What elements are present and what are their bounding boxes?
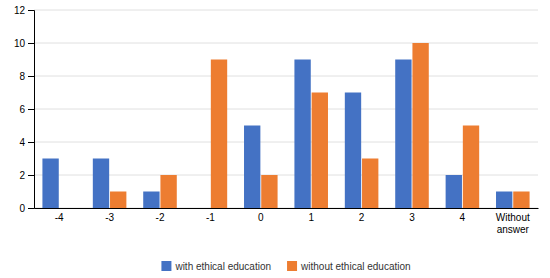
x-tick-label: Withoutanswer bbox=[496, 212, 530, 235]
x-axis-line bbox=[35, 208, 539, 209]
bar bbox=[312, 93, 328, 209]
y-tick-label: 8 bbox=[19, 71, 25, 82]
x-tick: 1 bbox=[308, 212, 314, 223]
y-tick: 6 bbox=[19, 104, 34, 115]
x-tick-label: 0 bbox=[258, 212, 264, 223]
y-tick-mark bbox=[28, 142, 34, 143]
bar bbox=[412, 43, 428, 208]
bar bbox=[463, 126, 479, 209]
y-axis-line bbox=[28, 11, 35, 209]
x-tick-label-line: answer bbox=[497, 224, 530, 235]
y-tick: 2 bbox=[19, 170, 34, 181]
y-tick-label: 0 bbox=[19, 203, 25, 214]
x-tick: -4 bbox=[55, 212, 64, 223]
bar bbox=[345, 93, 361, 209]
x-tick: -3 bbox=[105, 212, 114, 223]
x-tick: 3 bbox=[409, 212, 415, 223]
x-tick: -1 bbox=[206, 212, 215, 223]
grid-line bbox=[34, 109, 538, 110]
x-tick-label: 3 bbox=[409, 212, 415, 223]
y-tick-mark bbox=[28, 76, 34, 77]
x-tick-label: 2 bbox=[359, 212, 365, 223]
bar bbox=[261, 175, 277, 208]
x-tick-label: -4 bbox=[55, 212, 64, 223]
x-tick-label: 1 bbox=[308, 212, 314, 223]
bar bbox=[160, 175, 176, 208]
y-tick-label: 2 bbox=[19, 170, 25, 181]
grid bbox=[34, 10, 538, 208]
y-tick: 0 bbox=[19, 203, 34, 214]
bar bbox=[211, 60, 227, 209]
y-tick: 4 bbox=[19, 137, 34, 148]
y-tick-mark bbox=[28, 10, 34, 11]
x-axis: -4 -3 -2 -1 0 1 2 3 4 Withoutanswer bbox=[35, 209, 539, 235]
x-tick-label-line: Without bbox=[496, 212, 530, 223]
y-tick: 10 bbox=[14, 38, 34, 49]
grid-line bbox=[34, 10, 538, 11]
bar-series bbox=[42, 60, 512, 209]
bar bbox=[60, 208, 76, 209]
y-tick-mark bbox=[28, 208, 34, 209]
bar bbox=[42, 159, 58, 209]
x-tick: 0 bbox=[258, 212, 264, 223]
y-tick-mark bbox=[28, 43, 34, 44]
x-tick-label: -3 bbox=[105, 212, 114, 223]
grid-line bbox=[34, 175, 538, 176]
bar bbox=[446, 175, 462, 208]
x-tick: Withoutanswer bbox=[496, 212, 530, 235]
x-tick-label: -2 bbox=[156, 212, 165, 223]
y-tick-label: 10 bbox=[14, 38, 26, 49]
x-tick-label: -1 bbox=[206, 212, 215, 223]
plot: 024681012-4-3-2-101234Withoutanswer bbox=[14, 5, 539, 235]
chart: 024681012-4-3-2-101234Withoutanswerwith … bbox=[0, 0, 550, 278]
y-tick: 8 bbox=[19, 71, 34, 82]
bars bbox=[42, 43, 529, 208]
legend-item: without ethical education bbox=[287, 261, 411, 272]
legend-item: with ethical education bbox=[161, 261, 271, 272]
bar bbox=[194, 208, 210, 209]
x-tick: 4 bbox=[460, 212, 466, 223]
bar bbox=[496, 192, 512, 209]
y-tick-label: 12 bbox=[14, 5, 26, 16]
bar-series bbox=[110, 43, 530, 208]
grid-line bbox=[34, 76, 538, 77]
legend-swatch bbox=[161, 261, 171, 271]
y-tick-label: 6 bbox=[19, 104, 25, 115]
bar bbox=[362, 159, 378, 209]
grid-line bbox=[34, 43, 538, 44]
y-tick-mark bbox=[28, 109, 34, 110]
grid-line bbox=[34, 208, 538, 209]
bar bbox=[513, 192, 529, 209]
legend: with ethical education without ethical ed… bbox=[161, 261, 410, 272]
x-tick-label: 4 bbox=[460, 212, 466, 223]
y-tick-mark bbox=[28, 175, 34, 176]
bar bbox=[244, 126, 260, 209]
legend-swatch bbox=[287, 261, 297, 271]
grid-line bbox=[34, 142, 538, 143]
y-tick-label: 4 bbox=[19, 137, 25, 148]
bar bbox=[143, 192, 159, 209]
bar bbox=[93, 159, 109, 209]
bar bbox=[395, 60, 411, 209]
y-axis: 0 2 4 6 8 10 12 bbox=[14, 5, 35, 214]
bar bbox=[110, 192, 126, 209]
bar bbox=[294, 60, 310, 209]
legend-label: without ethical education bbox=[300, 261, 411, 272]
x-tick: 2 bbox=[359, 212, 365, 223]
legend-label: with ethical education bbox=[174, 261, 271, 272]
x-tick: -2 bbox=[156, 212, 165, 223]
y-tick: 12 bbox=[14, 5, 34, 16]
